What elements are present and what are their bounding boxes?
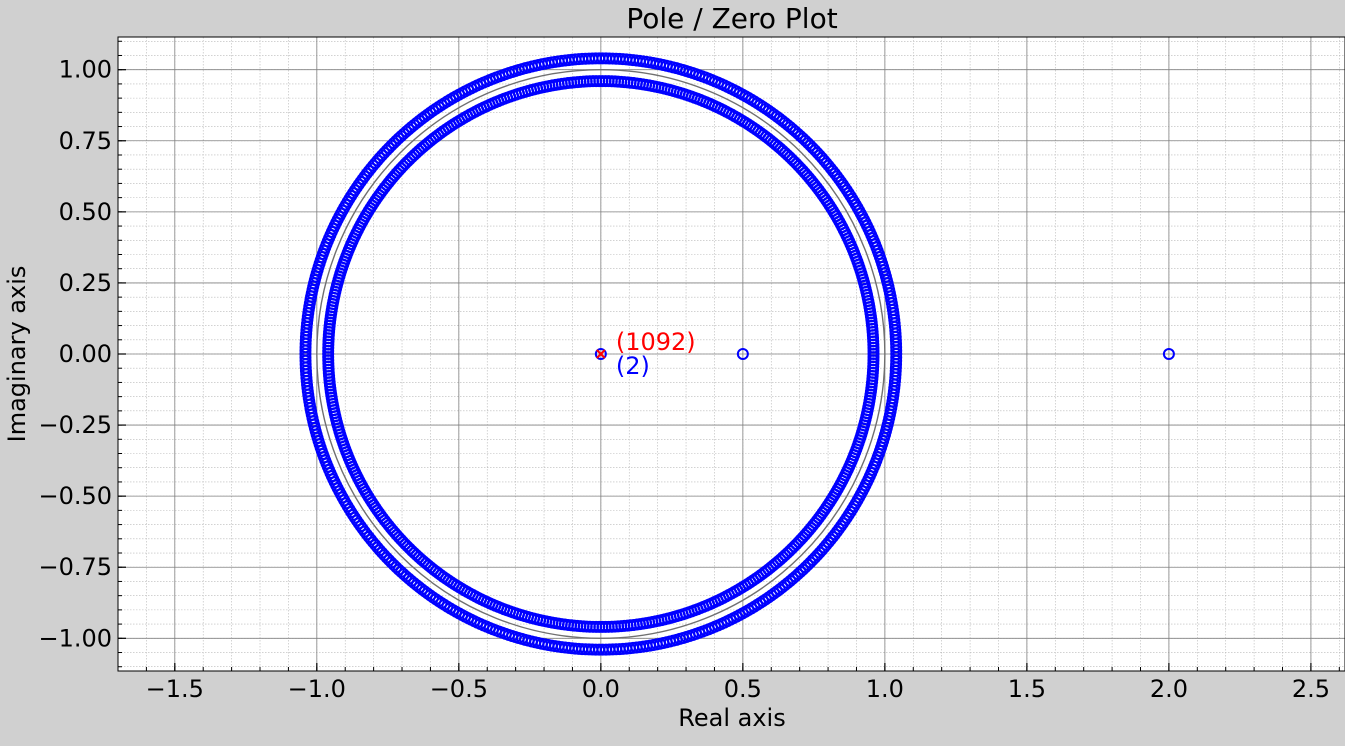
x-tick-label: 1.0	[866, 675, 904, 703]
x-tick-label: −1.5	[146, 675, 204, 703]
y-tick-label: 0.00	[59, 340, 112, 368]
tick-labels: −1.5 −1.0 −0.5 0.0 0.5 1.0 1.5 2.0 2.5 1.00 0.75 0.…	[38, 56, 1330, 703]
x-tick-label: −1.0	[288, 675, 346, 703]
y-tick-label: 0.25	[59, 269, 112, 297]
chart-marks	[299, 52, 1175, 656]
y-tick-label: −0.50	[38, 482, 112, 510]
x-tick-label: 2.0	[1150, 675, 1188, 703]
y-tick-label: 1.00	[59, 56, 112, 84]
major-grid	[118, 37, 1345, 671]
pole-marker	[596, 349, 606, 359]
x-tick-label: 0.0	[582, 675, 620, 703]
zero-marker	[594, 348, 607, 360]
y-tick-label: 0.50	[59, 198, 112, 226]
multiplicity-annotation: (2)	[616, 352, 650, 380]
zero-marker	[736, 348, 749, 360]
x-axis-label: Real axis	[678, 704, 785, 732]
y-tick-label: 0.75	[59, 127, 112, 155]
y-tick-label: −1.00	[38, 624, 112, 652]
unit-circle	[316, 68, 886, 640]
y-tick-label: −0.75	[38, 553, 112, 581]
x-tick-label: 0.5	[724, 675, 762, 703]
y-tick-label: −0.25	[38, 411, 112, 439]
x-tick-label: 1.5	[1008, 675, 1046, 703]
chart-title: Pole / Zero Plot	[626, 2, 837, 35]
unit-circle-layer	[316, 68, 886, 640]
plot-frame	[117, 36, 1345, 672]
zero-marker	[1162, 348, 1175, 360]
multiplicity-annotation: (1092)	[616, 328, 696, 356]
annotations: (1092)(2)	[616, 328, 696, 380]
zero-marker	[890, 351, 903, 364]
x-tick-label: −0.5	[430, 675, 488, 703]
x-tick-label: 2.5	[1292, 675, 1330, 703]
pole-marker-stroke	[596, 349, 606, 359]
zero-marker	[867, 351, 880, 364]
axis-ticks	[117, 40, 1340, 671]
y-axis-label: Imaginary axis	[3, 266, 31, 443]
